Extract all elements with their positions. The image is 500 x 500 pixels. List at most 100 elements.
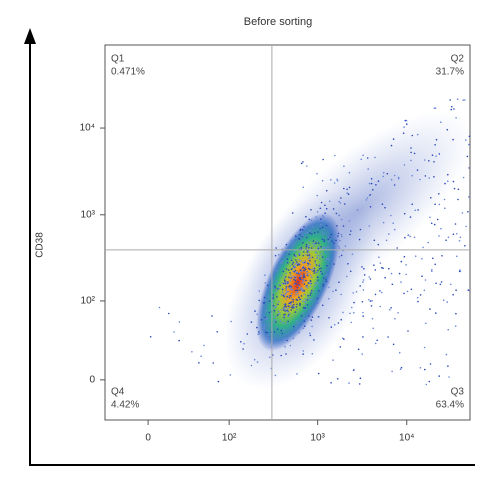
- speckle-dot: [438, 153, 441, 155]
- speckle-dot: [457, 198, 459, 201]
- speckle-dot: [302, 300, 304, 303]
- speckle-dot: [368, 194, 371, 197]
- speckle-dot: [308, 244, 310, 246]
- speckle-dot: [317, 372, 320, 375]
- speckle-dot: [305, 243, 308, 246]
- speckle-dot: [348, 220, 351, 222]
- speckle-dot: [457, 188, 460, 191]
- speckle-dot: [444, 207, 446, 209]
- speckle-dot: [292, 299, 295, 301]
- speckle-dot: [299, 289, 301, 291]
- speckle-dot: [273, 331, 276, 333]
- speckle-dot: [272, 294, 275, 296]
- speckle-dot: [286, 310, 289, 313]
- speckle-dot: [372, 327, 375, 330]
- speckle-dot: [314, 290, 316, 293]
- speckle-dot: [281, 274, 283, 277]
- speckle-dot: [440, 121, 442, 123]
- speckle-dot: [250, 364, 253, 367]
- speckle-dot: [286, 309, 289, 312]
- speckle-dot: [302, 353, 304, 355]
- speckle-dot: [272, 342, 275, 345]
- speckle-dot: [294, 266, 297, 268]
- speckle-dot: [390, 307, 392, 309]
- speckle-dot: [229, 374, 232, 376]
- speckle-dot: [332, 236, 335, 238]
- speckle-dot: [280, 308, 283, 311]
- speckle-dot: [303, 283, 306, 285]
- speckle-dot: [429, 308, 431, 310]
- x-tick-label: 10⁴: [399, 433, 414, 444]
- speckle-dot: [289, 272, 291, 274]
- speckle-dot: [304, 261, 306, 264]
- speckle-dot: [310, 209, 312, 211]
- speckle-dot: [285, 243, 288, 246]
- speckle-dot: [306, 254, 309, 257]
- speckle-dot: [312, 266, 315, 269]
- speckle-dot: [308, 268, 311, 271]
- speckle-dot: [427, 241, 430, 244]
- x-tick-label: 10³: [310, 433, 325, 444]
- speckle-dot: [301, 289, 303, 292]
- speckle-dot: [307, 294, 309, 297]
- speckle-dot: [358, 238, 361, 241]
- speckle-dot: [298, 252, 300, 255]
- speckle-dot: [322, 158, 324, 161]
- speckle-dot: [304, 301, 306, 303]
- speckle-dot: [454, 325, 457, 327]
- speckle-dot: [407, 234, 410, 236]
- speckle-dot: [377, 243, 380, 246]
- speckle-dot: [451, 105, 453, 108]
- speckle-dot: [349, 270, 352, 273]
- speckle-dot: [435, 312, 437, 314]
- speckle-dot: [311, 291, 313, 293]
- speckle-dot: [318, 268, 321, 270]
- speckle-dot: [303, 290, 306, 292]
- speckle-dot: [306, 270, 308, 273]
- speckle-dot: [303, 276, 306, 278]
- speckle-dot: [413, 236, 416, 239]
- speckle-dot: [306, 231, 309, 234]
- speckle-dot: [295, 306, 298, 308]
- speckle-dot: [315, 251, 318, 254]
- speckle-dot: [258, 332, 261, 335]
- speckle-dot: [285, 272, 288, 275]
- speckle-dot: [290, 274, 292, 276]
- speckle-dot: [291, 245, 294, 247]
- speckle-dot: [306, 286, 309, 289]
- speckle-dot: [322, 216, 325, 218]
- speckle-dot: [347, 193, 350, 195]
- speckle-dot: [363, 268, 365, 270]
- speckle-dot: [287, 290, 290, 293]
- speckle-dot: [310, 298, 312, 301]
- speckle-dot: [365, 199, 368, 201]
- speckle-dot: [387, 336, 389, 338]
- speckle-dot: [298, 272, 301, 275]
- speckle-dot: [413, 152, 416, 155]
- speckle-dot: [309, 232, 311, 234]
- speckle-dot: [240, 341, 242, 343]
- speckle-dot: [321, 304, 324, 307]
- speckle-dot: [304, 298, 306, 301]
- speckle-dot: [301, 234, 304, 237]
- speckle-dot: [284, 345, 286, 348]
- speckle-dot: [300, 162, 303, 165]
- speckle-dot: [321, 179, 324, 182]
- speckle-dot: [286, 295, 288, 298]
- speckle-dot: [302, 350, 305, 352]
- speckle-dot: [292, 337, 295, 340]
- speckle-dot: [261, 301, 264, 304]
- speckle-dot: [325, 280, 328, 283]
- speckle-dot: [430, 222, 433, 225]
- speckle-dot: [410, 147, 412, 149]
- speckle-dot: [275, 269, 278, 272]
- speckle-dot: [277, 254, 280, 256]
- speckle-dot: [295, 275, 297, 278]
- speckle-dot: [406, 123, 408, 125]
- speckle-dot: [293, 303, 295, 306]
- speckle-dot: [400, 260, 403, 263]
- speckle-dot: [298, 238, 301, 240]
- speckle-dot: [323, 239, 326, 241]
- speckle-dot: [296, 271, 299, 274]
- speckle-dot: [433, 107, 436, 109]
